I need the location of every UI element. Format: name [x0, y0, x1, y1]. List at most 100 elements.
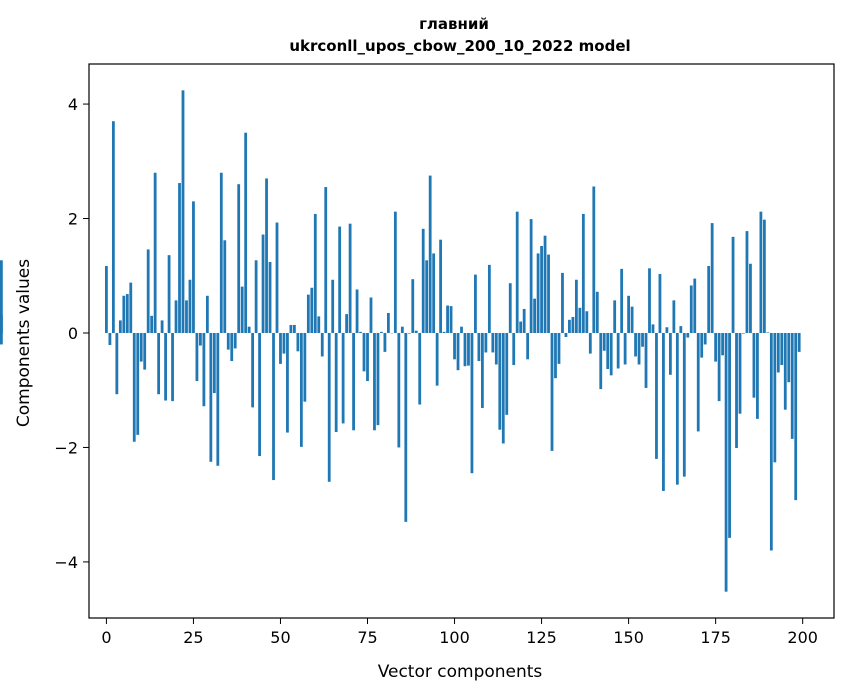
bar — [261, 234, 265, 333]
bar — [167, 255, 171, 333]
bar — [481, 332, 484, 408]
x-tick-label: 75 — [357, 628, 377, 647]
bar — [105, 266, 108, 333]
bar — [620, 268, 624, 333]
bar — [275, 222, 279, 333]
bar — [251, 332, 255, 408]
plot-frame — [88, 63, 835, 619]
bar — [752, 332, 756, 398]
bar — [352, 332, 355, 431]
bar — [418, 332, 422, 405]
bar — [146, 249, 150, 333]
x-axis-ticks: 0 25 50 75 100 125 150 175 200 — [101, 618, 818, 647]
bar — [665, 327, 669, 333]
bar — [613, 300, 617, 333]
bar — [470, 332, 474, 474]
x-tick-label: 100 — [439, 628, 470, 647]
bar — [574, 279, 578, 333]
bar — [153, 172, 157, 333]
bar — [581, 213, 585, 333]
bar — [366, 332, 369, 382]
bar — [205, 295, 209, 333]
bar — [599, 332, 603, 390]
chart-subtitle: ukrconll_upos_cbow_200_10_2022 model — [289, 37, 630, 55]
bar — [783, 332, 787, 410]
bar — [157, 332, 161, 395]
bar — [265, 178, 268, 333]
bar — [505, 332, 509, 415]
bar — [383, 332, 387, 352]
bar — [212, 332, 216, 394]
bar — [703, 332, 707, 345]
bar — [143, 332, 147, 370]
bar — [644, 332, 648, 388]
bar — [749, 263, 752, 333]
bar — [299, 332, 303, 447]
bar — [397, 332, 401, 448]
bar — [731, 236, 735, 333]
bar — [675, 332, 679, 485]
bar — [522, 308, 526, 333]
bar — [331, 279, 335, 333]
bar — [216, 332, 220, 466]
bar — [533, 298, 536, 333]
bar — [247, 326, 251, 333]
bar — [338, 226, 342, 333]
bar — [111, 121, 115, 333]
bar — [742, 332, 745, 334]
bar — [463, 332, 467, 367]
bar — [118, 320, 122, 333]
bar — [324, 187, 328, 333]
bar — [536, 253, 540, 333]
bar — [460, 326, 463, 333]
bar — [136, 332, 140, 435]
bar — [254, 260, 258, 333]
bar — [668, 332, 672, 375]
bar — [230, 332, 234, 362]
bar — [439, 239, 443, 333]
bar — [0, 315, 3, 333]
bar — [787, 332, 791, 383]
bar — [641, 332, 644, 347]
bar — [313, 213, 317, 333]
bar — [637, 332, 641, 365]
bar — [484, 332, 488, 353]
bar — [296, 332, 300, 352]
x-axis-label: Vector components — [378, 662, 543, 682]
bar — [223, 240, 227, 333]
bar — [428, 175, 432, 333]
bar — [279, 332, 282, 364]
chart-title: главний — [419, 15, 489, 33]
bar — [689, 285, 693, 333]
bar — [606, 332, 610, 370]
bar — [373, 332, 376, 431]
bar — [293, 324, 296, 333]
y-tick-label: −2 — [54, 438, 78, 457]
bar — [634, 332, 637, 357]
bar — [717, 332, 721, 402]
bar — [178, 183, 181, 333]
bar — [693, 278, 697, 333]
bar — [449, 306, 453, 333]
bar — [561, 272, 564, 333]
bar — [773, 332, 777, 463]
bar — [526, 332, 530, 360]
bar — [721, 332, 724, 356]
bar — [797, 332, 801, 352]
bar — [707, 266, 711, 333]
bar — [529, 219, 533, 333]
bar — [585, 311, 589, 333]
bar — [359, 331, 362, 333]
y-tick-label: 4 — [68, 95, 78, 114]
bar — [655, 332, 658, 459]
bar — [348, 223, 352, 333]
bar — [226, 332, 230, 350]
bar — [790, 332, 794, 439]
bar — [310, 287, 314, 333]
bar — [453, 332, 456, 360]
bar — [341, 332, 345, 424]
bar — [477, 332, 481, 362]
bar — [696, 332, 700, 432]
y-tick-label: −4 — [54, 553, 78, 572]
bar — [595, 291, 599, 333]
